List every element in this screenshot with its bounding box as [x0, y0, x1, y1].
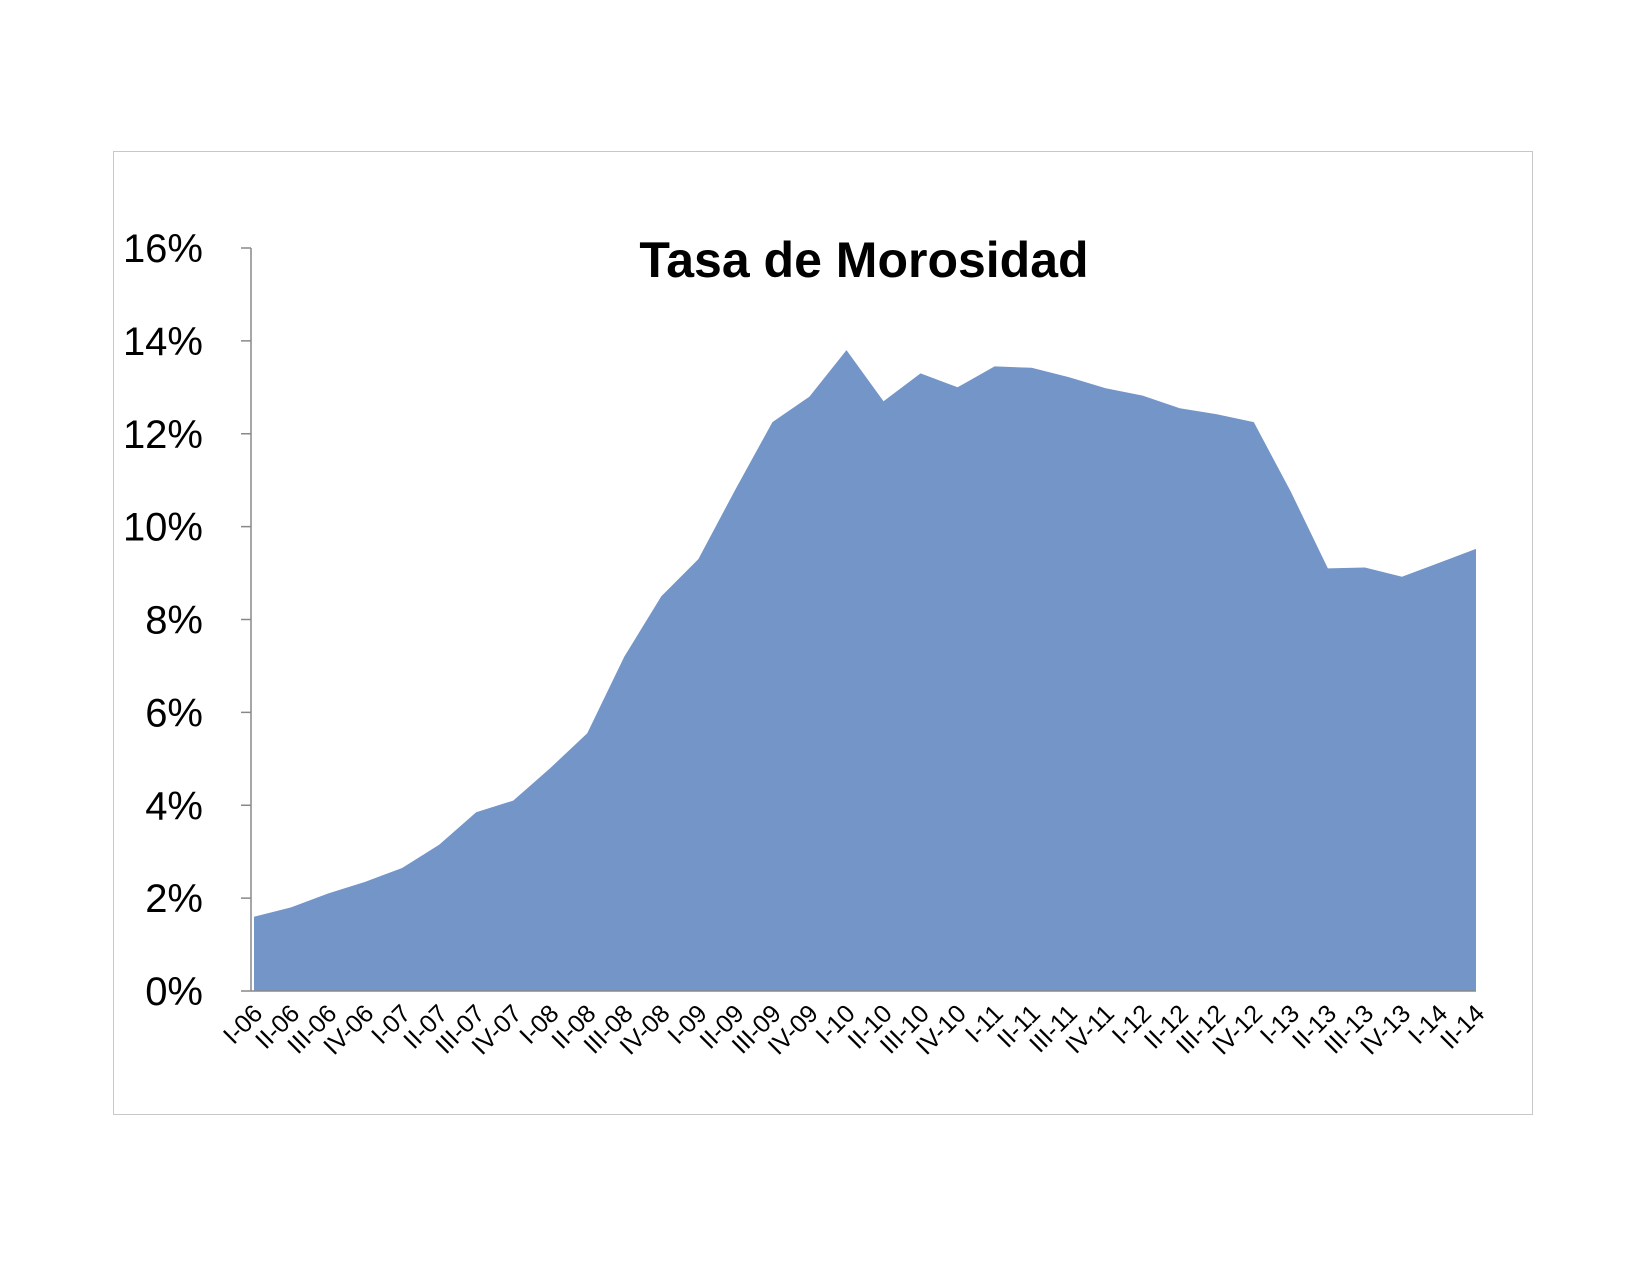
chart-frame: Tasa de Morosidad 0% 2% 4% 6% 8% 10% 12% 14% 16%… — [113, 151, 1533, 1115]
y-tick-label: 14% — [123, 320, 203, 364]
y-tick-label: 12% — [123, 413, 203, 457]
x-axis-ticks: I-06II-06III-06IV-06I-07II-07III-07IV-07… — [218, 999, 1490, 1060]
y-tick-label: 0% — [145, 970, 203, 1014]
y-axis-ticks: 0% 2% 4% 6% 8% 10% 12% 14% 16% — [123, 227, 251, 1014]
y-tick-label: 2% — [145, 877, 203, 921]
y-tick-label: 6% — [145, 691, 203, 735]
y-tick-label: 16% — [123, 227, 203, 271]
y-tick-label: 10% — [123, 506, 203, 550]
area-series-0 — [254, 350, 1476, 991]
y-tick-label: 4% — [145, 784, 203, 828]
series-area — [254, 350, 1476, 991]
x-tick-label: II-14 — [1435, 999, 1490, 1054]
chart-area: Tasa de Morosidad 0% 2% 4% 6% 8% 10% 12% 14% 16%… — [123, 227, 1490, 1061]
y-tick-label: 8% — [145, 599, 203, 643]
chart-title: Tasa de Morosidad — [639, 232, 1088, 288]
